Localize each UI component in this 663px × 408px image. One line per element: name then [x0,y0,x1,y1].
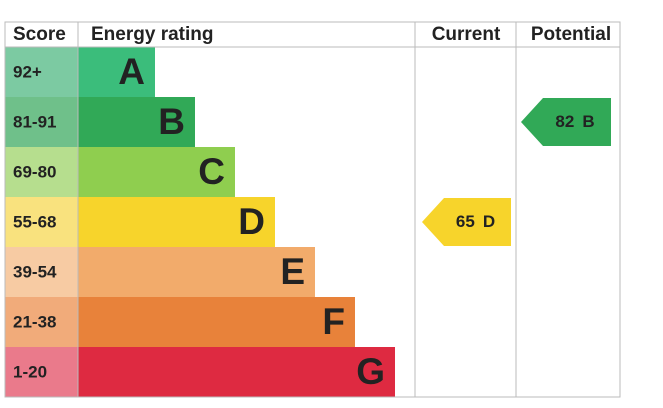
rating-letter: C [198,151,225,192]
score-label: 39-54 [13,262,57,281]
current-arrow [422,198,511,246]
potential-header: Potential [531,24,611,45]
current-label: 65 D [456,212,495,231]
potential-letter: B [582,112,594,131]
rating-letter: G [356,351,385,392]
score-cell [5,147,78,197]
rating-bar [78,297,355,347]
current-header: Current [432,24,501,45]
rating-letter: F [322,301,345,342]
current-letter: D [483,212,495,231]
score-cell [5,247,78,297]
potential-arrow [521,98,611,146]
table-frame [4,21,621,398]
score-label: 1-20 [13,362,47,381]
rating-bar [78,97,195,147]
rating-bar [78,247,315,297]
potential-value: 82 [555,112,574,131]
rating-letter: D [238,201,265,242]
rating-letter: B [158,101,185,142]
score-header: Score [13,24,66,45]
score-label: 81-91 [13,112,56,131]
current-value: 65 [456,212,475,231]
rating-bar [78,47,155,97]
rating-letter: E [280,251,305,292]
score-label: 21-38 [13,312,56,331]
rating-header: Energy rating [91,24,213,45]
potential-label: 82 B [555,112,594,131]
rating-letter: A [118,51,145,92]
score-cell [5,297,78,347]
score-cell [5,347,78,397]
rating-bar [78,147,235,197]
rating-bar [78,197,275,247]
rating-bar [78,347,395,397]
score-cell [5,47,78,97]
score-label: 69-80 [13,162,56,181]
score-label: 55-68 [13,212,56,231]
score-label: 92+ [13,62,42,81]
score-cell [5,97,78,147]
score-cell [5,197,78,247]
